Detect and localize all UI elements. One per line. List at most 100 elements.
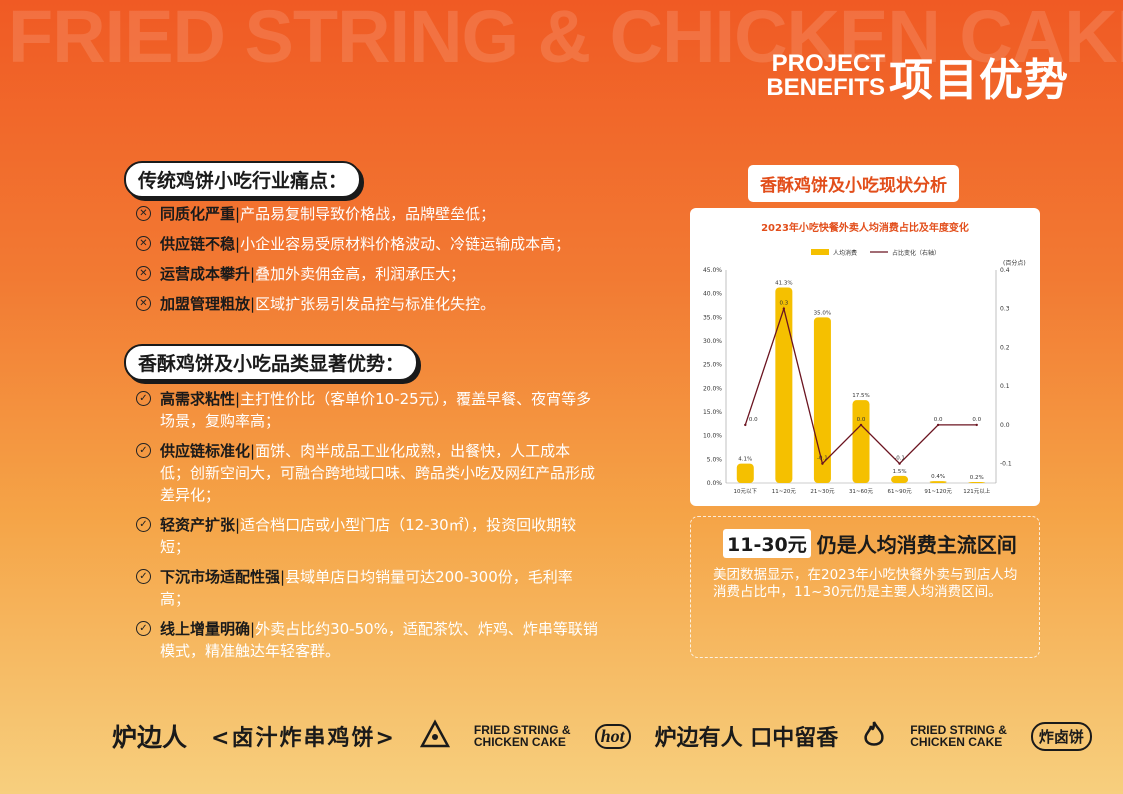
list-item: ✕ 加盟管理粗放|区域扩张易引发品控与标准化失控。 [132,293,570,315]
info-title-text: 仍是人均消费主流区间 [816,533,1017,557]
bar-value-label: 17.5% [852,393,869,399]
check-circle-icon: ✓ [136,621,151,636]
pain-points-title: 传统鸡饼小吃行业痛点： [124,161,362,198]
pain-points-list: ✕ 同质化严重|产品易复制导致价格战，品牌壁垒低； ✕ 供应链不稳|小企业容易受原材… [132,203,570,323]
legend-label: 人均消费 [833,249,857,257]
bar [852,400,870,483]
skewer-icon [419,719,450,753]
x-tick-label: 31~60元 [849,488,874,495]
y-tick-label: 0.0% [707,480,723,487]
list-item: ✕ 同质化严重|产品易复制导致价格战，品牌壁垒低； [132,203,570,225]
info-box: 11-30元 仍是人均消费主流区间 美团数据显示，在2023年小吃快餐外卖与到店… [690,516,1040,658]
header-en-line1: PROJECT [771,50,885,77]
list-item: ✓ 线上增量明确|外卖占比约30-50%，适配茶饮、炸鸡、炸串等联销模式，精准触达… [132,618,598,662]
y2-tick-label: 0.3 [1000,306,1010,313]
line-point [744,423,747,427]
line-value-label: -0.1 [817,456,828,462]
x-circle-icon: ✕ [136,296,151,311]
chart-title: 2023年小吃快餐外卖人均消费占比及年度变化 [761,221,969,234]
y-tick-label: 15.0% [703,409,722,416]
bar-value-label: 4.1% [738,457,752,463]
header-english: PROJECT BENEFITS [766,52,885,100]
hot-badge: hot [594,723,631,749]
line-point [821,462,824,465]
x-tick-label: 91~120元 [924,488,952,495]
chart-section-title: 香酥鸡饼及小吃现状分析 [748,165,959,202]
y-tick-label: 25.0% [703,362,722,369]
footer-slogan: 炉边有人 口中留香 [654,726,839,751]
x-circle-icon: ✕ [136,236,151,251]
y-tick-label: 45.0% [703,267,722,274]
bar [813,317,831,483]
legend-label: 占比变化（右轴） [892,249,940,257]
line-value-label: 0.0 [972,417,981,423]
y-tick-label: 5.0% [707,456,723,463]
y-tick-label: 35.0% [703,314,722,321]
x-tick-label: 21~30元 [810,488,835,495]
footer-brand-strip: 炉边人 <卤汁炸串鸡饼> FRIED STRING & CHICKEN CAKE… [112,718,1092,754]
y2-tick-label: 0.4 [1000,267,1010,274]
advantages-list: ✓ 高需求粘性|主打性价比（客单价10-25元），覆盖早餐、夜宵等多场景，复购率高… [132,388,598,670]
advantages-title: 香酥鸡饼及小吃品类显著优势： [124,344,419,381]
y2-tick-label: -0.1 [1000,461,1012,468]
y2-tick-label: 0.1 [1000,383,1010,390]
list-item: ✓ 下沉市场适配性强|县域单店日均销量可达200-300份，毛利率高； [132,566,598,610]
check-circle-icon: ✓ [136,517,151,532]
y-tick-label: 20.0% [703,385,722,392]
y-tick-label: 40.0% [703,291,722,298]
legend-swatch-bar [811,249,829,255]
list-item: ✓ 供应链标准化|面饼、肉半成品工业化成熟，出餐快，人工成本低；创新空间大，可融合… [132,440,598,506]
y2-tick-label: 0.2 [1000,344,1010,351]
footer-en-logo-1: FRIED STRING & CHICKEN CAKE [473,723,571,749]
x-tick-label: 121元以上 [963,487,990,495]
x-tick-label: 61~90元 [888,488,913,495]
section-header: PROJECT BENEFITS 项目优势 [766,44,1069,108]
bar-value-label: 41.3% [775,281,792,287]
consumption-chart: 2023年小吃快餐外卖人均消费占比及年度变化 人均消费 占比变化（右轴） (百分点… [703,221,1026,495]
list-item: ✕ 运营成本攀升|叠加外卖佣金高，利润承压大； [132,263,570,285]
line-point [782,307,786,310]
bar [775,287,793,483]
info-text: 美团数据显示，在2023年小吃快餐外卖与到店人均消费占比中，11~30元仍是主要… [713,567,1018,600]
bar [891,475,909,483]
right-axis-label: (百分点) [1003,259,1026,267]
line-value-label: -0.1 [894,456,905,462]
list-item: ✓ 高需求粘性|主打性价比（客单价10-25元），覆盖早餐、夜宵等多场景，复购率高… [132,388,598,432]
header-en-line2: BENEFITS [766,74,885,101]
bar-value-label: 1.5% [893,469,907,475]
y-tick-label: 30.0% [703,338,722,345]
bar [929,481,947,483]
background-watermark: FRIED STRING & CHICKEN CAKE [8,0,1123,78]
info-title: 11-30元 仍是人均消费主流区间 [723,529,1017,558]
footer-subtitle: <卤汁炸串鸡饼> [211,726,396,751]
chart-legend: 人均消费 占比变化（右轴） [811,249,940,257]
x-tick-label: 11~20元 [772,488,797,495]
bar-value-label: 0.4% [931,474,945,480]
chart-card: 2023年小吃快餐外卖人均消费占比及年度变化 人均消费 占比变化（右轴） (百分点… [690,208,1040,506]
footer-en-logo-2: FRIED STRING & CHICKEN CAKE [910,723,1007,749]
line-value-label: 0.0 [934,417,943,423]
x-circle-icon: ✕ [136,206,151,221]
list-item: ✓ 轻资产扩张|适合档口店或小型门店（12-30㎡），投资回收期较短； [132,514,598,558]
line-value-label: 0.3 [779,301,788,307]
line-point [936,423,940,427]
header-title: 项目优势 [889,55,1069,106]
bar [968,482,986,483]
line-point [859,423,863,427]
check-circle-icon: ✓ [136,443,151,458]
flame-icon [862,720,886,752]
check-circle-icon: ✓ [136,569,151,584]
x-tick-label: 10元以下 [734,488,758,495]
check-circle-icon: ✓ [136,391,151,406]
line-value-label: 0.0 [857,417,866,423]
line-point [975,423,978,427]
info-highlight: 11-30元 [723,529,811,558]
line-point [898,462,901,465]
y2-tick-label: 0.0 [1000,422,1010,429]
y-tick-label: 10.0% [703,433,722,440]
footer-brand: 炉边人 [112,723,188,752]
bar [736,463,754,483]
bar-value-label: 35.0% [814,310,831,316]
footer-badge: 炸卤饼 [1030,721,1092,751]
x-circle-icon: ✕ [136,266,151,281]
